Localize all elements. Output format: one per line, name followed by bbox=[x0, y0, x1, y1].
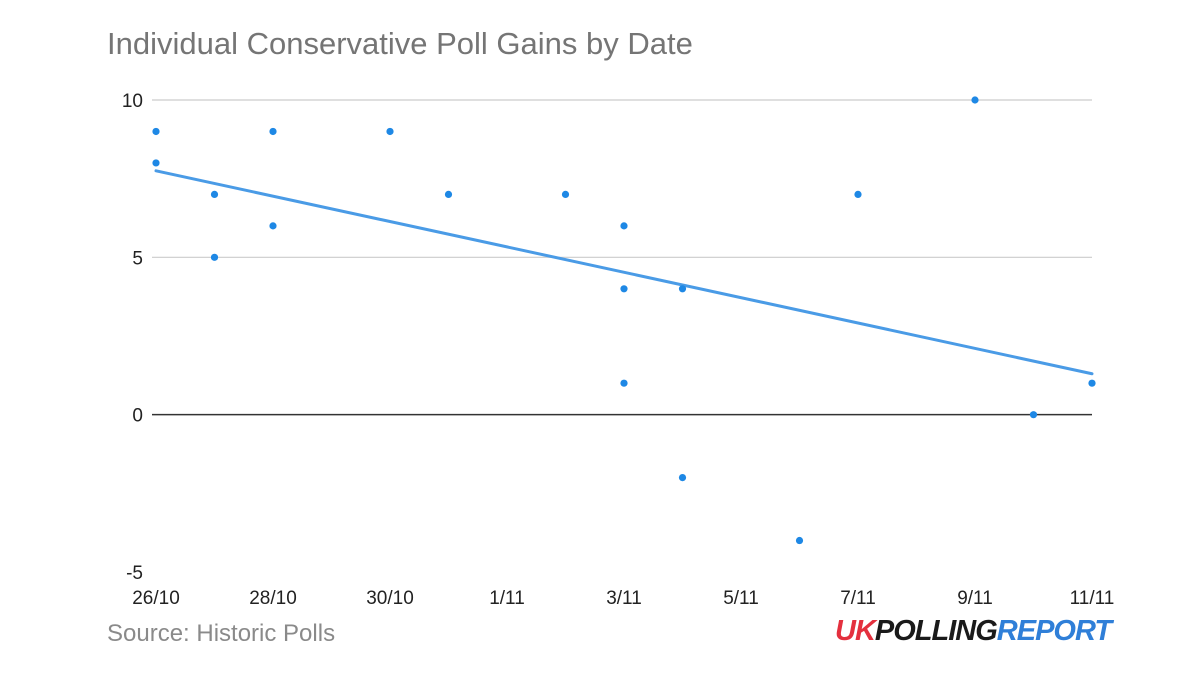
data-point bbox=[971, 96, 979, 104]
data-point bbox=[152, 159, 160, 167]
data-point bbox=[269, 222, 277, 230]
x-tick-label: 11/11 bbox=[1070, 588, 1115, 609]
data-point bbox=[386, 127, 394, 136]
y-axis: 10 5 0 -5 bbox=[122, 91, 143, 584]
source-note: Source: Historic Polls bbox=[107, 620, 336, 647]
data-point bbox=[1088, 379, 1096, 387]
x-tick-label: 7/11 bbox=[840, 588, 876, 609]
data-point bbox=[210, 253, 219, 261]
y-tick-label: 10 bbox=[122, 91, 143, 112]
data-point bbox=[152, 127, 160, 136]
data-point bbox=[269, 127, 277, 136]
logo-polling: POLLING bbox=[874, 615, 998, 647]
x-tick-label: 1/11 bbox=[489, 588, 525, 609]
x-tick-label: 5/11 bbox=[723, 588, 759, 609]
x-tick-label: 26/10 bbox=[132, 588, 180, 609]
data-point bbox=[1029, 411, 1038, 419]
data-point bbox=[210, 190, 219, 198]
trendline-layer bbox=[154, 169, 1094, 376]
chart-title: Individual Conservative Poll Gains by Da… bbox=[107, 26, 693, 61]
x-tick-label: 30/10 bbox=[366, 588, 414, 609]
logo-uk: UK bbox=[835, 615, 876, 647]
data-point bbox=[678, 285, 687, 293]
data-point bbox=[620, 222, 628, 230]
x-tick-label: 3/11 bbox=[606, 588, 642, 609]
logo-report: REPORT bbox=[996, 615, 1112, 647]
x-axis: 26/10 28/10 30/10 1/11 3/11 5/11 7/11 9/11 11/11 bbox=[132, 588, 1114, 609]
y-tick-label: 0 bbox=[132, 406, 143, 427]
data-point bbox=[795, 536, 804, 545]
grid-layer bbox=[152, 99, 1092, 416]
x-tick-label: 9/11 bbox=[957, 588, 993, 609]
data-point bbox=[620, 379, 628, 387]
trendline bbox=[154, 169, 1094, 376]
y-tick-label: -5 bbox=[126, 563, 143, 584]
data-point bbox=[678, 474, 687, 482]
uk-polling-report-logo: UKPOLLINGREPORT bbox=[835, 615, 1112, 648]
y-tick-label: 5 bbox=[132, 248, 143, 269]
data-points bbox=[152, 96, 1096, 545]
data-point bbox=[620, 285, 628, 293]
data-point bbox=[444, 190, 453, 198]
x-tick-label: 28/10 bbox=[249, 588, 297, 609]
data-point bbox=[854, 190, 862, 198]
data-point bbox=[561, 190, 570, 198]
